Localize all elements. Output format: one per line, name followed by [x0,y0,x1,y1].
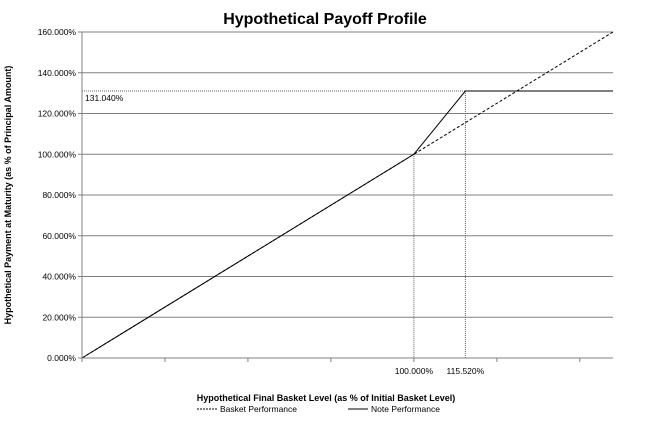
y-tick-label: 100.000% [38,149,77,159]
x-label: 115.520% [447,366,485,376]
y-tick-label: 120.000% [38,109,77,119]
y-tick-label: 80.000% [42,190,76,200]
y-axis-label: Hypothetical Payment at Maturity (as % o… [3,66,13,325]
y-tick-label: 160.000% [38,27,77,37]
y-tick-label: 140.000% [38,68,77,78]
y-tick-label: 40.000% [42,272,76,282]
annotation-label: 131.040% [85,93,124,103]
y-tick-label: 60.000% [42,231,76,241]
legend: Basket Performance Note Performance [197,404,440,414]
y-tick-label: 20.000% [42,312,76,322]
series-note-performance [81,90,613,359]
x-axis-label: Hypothetical Final Basket Level (as % of… [197,393,456,403]
legend-label: Basket Performance [220,404,297,414]
chart-title: Hypothetical Payoff Profile [223,11,427,28]
legend-label: Note Performance [371,404,440,414]
y-tick-label: 0.000% [47,353,76,363]
x-label: 100.000% [395,366,434,376]
